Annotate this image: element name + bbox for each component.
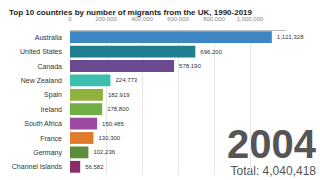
svg-text:France: France: [40, 135, 62, 142]
svg-text:Ireland: Ireland: [41, 106, 63, 113]
svg-text:150,485: 150,485: [102, 121, 124, 127]
svg-text:Australia: Australia: [35, 34, 62, 41]
svg-text:578,190: 578,190: [179, 63, 201, 69]
svg-text:400,000: 400,000: [131, 16, 153, 22]
svg-text:130,300: 130,300: [98, 135, 120, 141]
svg-text:182,919: 182,919: [108, 92, 130, 98]
svg-text:178,800: 178,800: [107, 106, 129, 112]
svg-text:56,582: 56,582: [85, 164, 104, 170]
svg-text:600,000: 600,000: [167, 16, 189, 22]
svg-text:2004: 2004: [227, 122, 317, 166]
svg-text:1,121,328: 1,121,328: [277, 34, 304, 40]
svg-text:Spain: Spain: [44, 91, 62, 99]
svg-text:Canada: Canada: [37, 63, 62, 70]
svg-text:Total: 4,040,418: Total: 4,040,418: [231, 164, 317, 178]
svg-text:800,000: 800,000: [203, 16, 225, 22]
svg-text:United States: United States: [20, 48, 63, 55]
svg-text:0: 0: [68, 16, 72, 22]
svg-text:200,000: 200,000: [95, 16, 117, 22]
svg-text:New Zealand: New Zealand: [21, 77, 62, 84]
svg-text:Germany: Germany: [33, 149, 62, 157]
svg-text:1,000,000: 1,000,000: [237, 16, 264, 22]
svg-text:102,236: 102,236: [93, 149, 115, 155]
svg-text:224,773: 224,773: [115, 77, 137, 83]
svg-text:696,200: 696,200: [200, 49, 222, 55]
svg-text:Top 10 countries by number of: Top 10 countries by number of migrants f…: [9, 8, 253, 17]
svg-text:Channel Islands: Channel Islands: [12, 163, 63, 170]
svg-text:South Africa: South Africa: [24, 120, 62, 127]
